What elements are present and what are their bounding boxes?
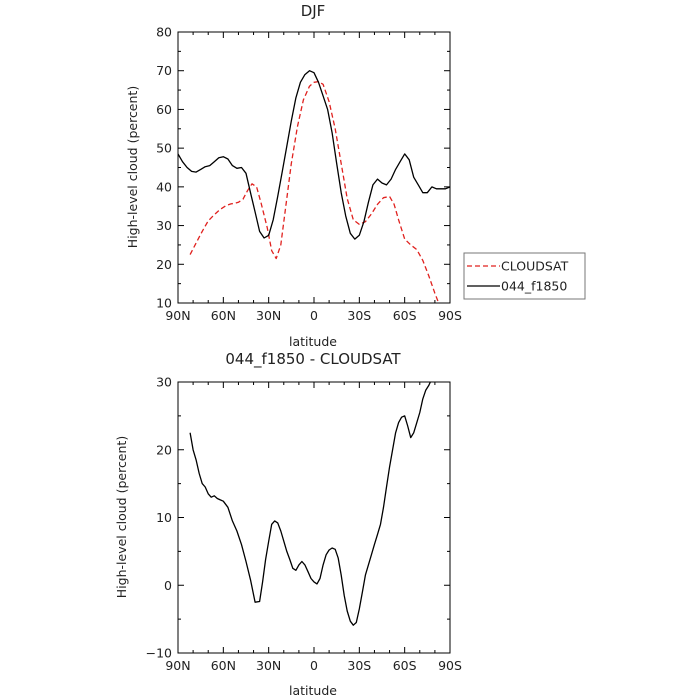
x-tick-label: 90S [438, 308, 462, 323]
x-axis-label: latitude [289, 683, 337, 698]
y-tick-label: 20 [156, 442, 172, 457]
panel-top: DJF 10 20 30 40 50 60 70 80 90N 60N 30N 0 30S 60S 90S… [125, 2, 586, 349]
y-tick-label: 10 [156, 296, 172, 311]
legend-label-cloudsat: CLOUDSAT [501, 259, 569, 274]
y-tick-label: 80 [156, 25, 172, 40]
x-tick-label: 90S [438, 658, 462, 673]
y-axis-label: High-level cloud (percent) [114, 436, 129, 598]
x-tick-label: 0 [310, 658, 318, 673]
y-axis: −10 0 10 20 30 [146, 375, 450, 661]
x-tick-label: 60S [393, 658, 417, 673]
x-tick-label: 60S [393, 308, 417, 323]
y-tick-label: 20 [156, 257, 172, 272]
y-axis: 10 20 30 40 50 60 70 80 [156, 25, 450, 311]
series-line-cloudsat [189, 80, 440, 303]
x-tick-label: 30N [256, 308, 281, 323]
plot-lines [178, 70, 450, 303]
legend: CLOUDSAT 044_f1850 [463, 252, 586, 300]
x-axis: 90N 60N 30N 0 30S 60S 90S [165, 32, 462, 323]
x-tick-label: 60N [211, 308, 236, 323]
y-tick-label: 30 [156, 218, 172, 233]
y-axis-label: High-level cloud (percent) [125, 86, 140, 248]
x-tick-label: 30S [347, 658, 371, 673]
plot-lines [189, 382, 432, 626]
x-tick-label: 90N [165, 658, 190, 673]
y-tick-label: 50 [156, 141, 172, 156]
y-tick-label: 0 [164, 578, 172, 593]
panel-bottom: 044_f1850 - CLOUDSAT −10 0 10 20 30 90N 60N 30… [114, 350, 462, 698]
y-tick-label: 60 [156, 102, 172, 117]
y-tick-label: 70 [156, 63, 172, 78]
x-axis-label: latitude [289, 334, 337, 349]
x-axis: 90N 60N 30N 0 30S 60S 90S [165, 382, 462, 673]
y-tick-label: 10 [156, 510, 172, 525]
x-tick-label: 30S [347, 308, 371, 323]
x-tick-label: 30N [256, 658, 281, 673]
legend-label-model: 044_f1850 [501, 279, 567, 294]
x-tick-label: 0 [310, 308, 318, 323]
chart-title: 044_f1850 - CLOUDSAT [225, 350, 401, 369]
y-tick-label: 40 [156, 179, 172, 194]
series-line-044-f1850 [178, 70, 450, 240]
chart-title: DJF [301, 2, 326, 20]
plot-frame [177, 381, 451, 654]
series-line-difference [189, 382, 432, 626]
y-tick-label: −10 [146, 646, 172, 661]
x-tick-label: 90N [165, 308, 190, 323]
y-tick-label: 30 [156, 375, 172, 390]
legend-box [463, 252, 586, 300]
x-tick-label: 60N [211, 658, 236, 673]
